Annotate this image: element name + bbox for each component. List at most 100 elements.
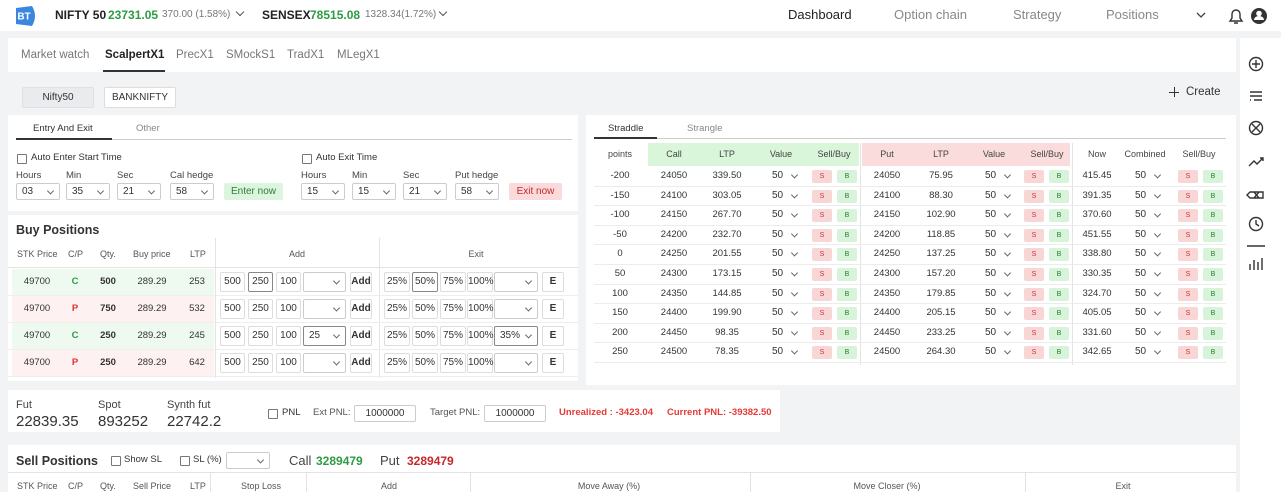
time-select[interactable]: 21 <box>117 183 161 200</box>
exit-pct-button[interactable]: 75% <box>440 353 466 373</box>
strategy-tab[interactable]: Market watch <box>21 49 90 61</box>
add-button[interactable]: Add <box>350 272 372 292</box>
add-qty-button[interactable]: 500 <box>220 299 245 319</box>
exit-pct-button[interactable]: 75% <box>440 299 466 319</box>
nav-link[interactable]: Option chain <box>894 7 967 22</box>
exit-pct-button[interactable]: 25% <box>384 299 410 319</box>
strategy-tab[interactable]: ScalpertX1 <box>105 49 165 61</box>
buy-button[interactable]: B <box>837 287 857 301</box>
value-select[interactable]: 50 <box>980 247 1016 262</box>
value-select[interactable]: 50 <box>767 188 803 203</box>
checkbox[interactable] <box>111 456 121 466</box>
checkbox[interactable] <box>17 154 27 164</box>
add-qty-button[interactable]: 250 <box>248 326 273 346</box>
sell-button[interactable]: S <box>1024 248 1044 262</box>
exit-pct-button[interactable]: 25% <box>384 353 410 373</box>
add-qty-button[interactable]: 500 <box>220 353 245 373</box>
sell-button[interactable]: S <box>1024 170 1044 183</box>
panel-tab[interactable]: Other <box>136 123 160 134</box>
sell-button[interactable]: S <box>1024 268 1044 281</box>
sell-button[interactable]: S <box>812 287 832 301</box>
sell-button[interactable]: S <box>812 170 832 183</box>
combined-select[interactable]: 50 <box>1130 169 1166 183</box>
sell-button[interactable]: S <box>1178 268 1198 281</box>
create-button[interactable]: Create <box>1186 86 1221 98</box>
value-select[interactable]: 50 <box>980 267 1016 281</box>
sell-button[interactable]: S <box>1178 346 1198 360</box>
sell-button[interactable]: S <box>812 228 832 242</box>
time-select[interactable]: 35 <box>66 183 110 200</box>
value-select[interactable]: 50 <box>767 286 803 301</box>
add-button[interactable]: Add <box>350 353 372 373</box>
value-select[interactable]: 50 <box>980 188 1016 203</box>
sl-select[interactable] <box>226 452 270 469</box>
value-select[interactable]: 50 <box>767 169 803 183</box>
combined-select[interactable]: 50 <box>1130 345 1166 360</box>
combined-select[interactable]: 50 <box>1130 208 1166 223</box>
checkbox[interactable] <box>180 456 190 466</box>
sell-button[interactable]: S <box>812 209 832 223</box>
exit-pct-button[interactable]: 75% <box>440 272 466 292</box>
add-qty-button[interactable]: 100 <box>276 272 301 292</box>
exit-select[interactable] <box>494 353 538 373</box>
exit-select[interactable] <box>494 272 538 292</box>
buy-button[interactable]: B <box>837 268 857 281</box>
exit-pct-button[interactable]: 25% <box>384 272 410 292</box>
sell-button[interactable]: S <box>1024 307 1044 321</box>
exit-pct-button[interactable]: 100% <box>467 272 494 292</box>
add-qty-button[interactable]: 500 <box>220 272 245 292</box>
exit-pct-button[interactable]: 100% <box>467 326 494 346</box>
combined-select[interactable]: 50 <box>1130 247 1166 262</box>
nav-link[interactable]: Dashboard <box>788 7 852 22</box>
buy-button[interactable]: B <box>1203 228 1223 242</box>
time-select[interactable]: 15 <box>301 183 345 200</box>
nav-link[interactable]: Strategy <box>1013 7 1062 22</box>
exit-pct-button[interactable]: 25% <box>384 326 410 346</box>
pnl-input[interactable]: 1000000 <box>354 405 416 422</box>
add-qty-button[interactable]: 250 <box>248 353 273 373</box>
buy-button[interactable]: B <box>1049 287 1069 301</box>
buy-button[interactable]: B <box>1203 209 1223 223</box>
value-select[interactable]: 50 <box>980 345 1016 360</box>
exit-pct-button[interactable]: 50% <box>412 326 438 346</box>
checkbox[interactable] <box>302 154 312 164</box>
sell-button[interactable]: S <box>812 268 832 281</box>
sell-button[interactable]: S <box>1178 326 1198 340</box>
buy-button[interactable]: B <box>1203 326 1223 340</box>
combined-select[interactable]: 50 <box>1130 286 1166 301</box>
sell-button[interactable]: S <box>1178 307 1198 321</box>
buy-button[interactable]: B <box>1049 170 1069 183</box>
exit-pct-button[interactable]: 75% <box>440 326 466 346</box>
sell-button[interactable]: S <box>1178 209 1198 223</box>
strategy-tab[interactable]: TradX1 <box>287 49 325 61</box>
value-select[interactable]: 50 <box>767 247 803 262</box>
sell-button[interactable]: S <box>1178 287 1198 301</box>
action-button[interactable]: Enter now <box>224 183 283 200</box>
sell-button[interactable]: S <box>1178 248 1198 262</box>
time-select[interactable]: 58 <box>455 183 499 200</box>
buy-button[interactable]: B <box>1203 287 1223 301</box>
plus-v[interactable] <box>1173 87 1175 97</box>
add-select[interactable] <box>303 353 346 373</box>
nav-link[interactable]: Positions <box>1106 7 1159 22</box>
combined-select[interactable]: 50 <box>1130 306 1166 321</box>
add-qty-button[interactable]: 250 <box>248 299 273 319</box>
exit-button[interactable]: E <box>542 326 564 346</box>
sell-button[interactable]: S <box>1178 228 1198 242</box>
buy-button[interactable]: B <box>837 326 857 340</box>
add-select[interactable] <box>303 272 346 292</box>
instrument-tab[interactable]: BANKNIFTY <box>104 87 176 108</box>
toolbar-icons[interactable] <box>1240 50 1281 290</box>
exit-pct-button[interactable]: 50% <box>412 272 438 292</box>
strategy-tab[interactable]: SMockS1 <box>226 49 276 61</box>
buy-button[interactable]: B <box>837 248 857 262</box>
value-select[interactable]: 50 <box>767 227 803 242</box>
buy-button[interactable]: B <box>1203 268 1223 281</box>
sell-button[interactable]: S <box>1024 326 1044 340</box>
value-select[interactable]: 50 <box>980 306 1016 321</box>
time-select[interactable]: 58 <box>170 183 214 200</box>
sell-button[interactable]: S <box>812 248 832 262</box>
add-select[interactable]: 25 <box>303 326 346 346</box>
buy-button[interactable]: B <box>1203 170 1223 183</box>
add-qty-button[interactable]: 100 <box>276 299 301 319</box>
